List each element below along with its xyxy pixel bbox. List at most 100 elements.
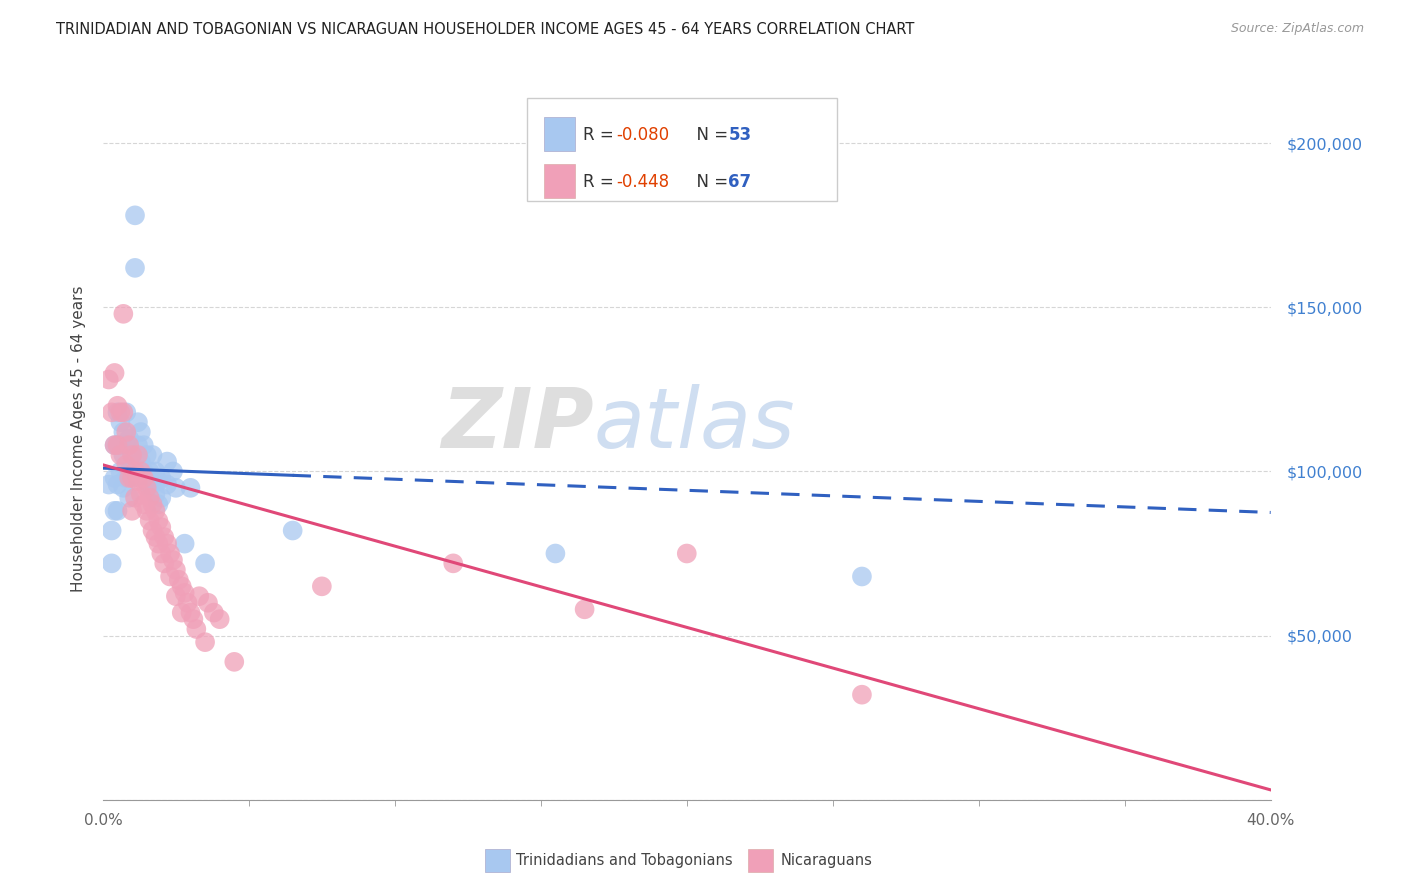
Point xyxy=(127,438,149,452)
Point xyxy=(186,622,208,636)
Text: R =: R = xyxy=(583,173,620,191)
Point xyxy=(112,425,135,439)
Point xyxy=(115,458,138,472)
Point xyxy=(156,454,179,468)
Point xyxy=(121,504,143,518)
Text: R =: R = xyxy=(583,126,620,144)
Point xyxy=(574,602,596,616)
Point xyxy=(118,465,141,479)
Point xyxy=(118,438,141,452)
Point xyxy=(138,514,160,528)
Point xyxy=(135,481,157,495)
Point xyxy=(165,563,187,577)
Point xyxy=(110,415,132,429)
Point xyxy=(194,635,217,649)
Point xyxy=(145,530,167,544)
Point xyxy=(107,504,129,518)
Point xyxy=(179,481,201,495)
Point xyxy=(145,504,167,518)
Point xyxy=(156,477,179,491)
Text: 67: 67 xyxy=(728,173,751,191)
Point xyxy=(121,471,143,485)
Point xyxy=(281,524,304,538)
Point xyxy=(103,438,125,452)
Point xyxy=(110,448,132,462)
Point xyxy=(173,536,195,550)
Point xyxy=(135,504,157,518)
Point xyxy=(176,596,198,610)
Point xyxy=(851,569,873,583)
Point xyxy=(103,438,125,452)
Point xyxy=(311,579,333,593)
Point xyxy=(197,596,219,610)
Point xyxy=(150,547,173,561)
Point xyxy=(124,260,146,275)
Point xyxy=(441,557,464,571)
Point xyxy=(97,372,120,386)
Point xyxy=(145,465,167,479)
Point xyxy=(132,438,155,452)
Point xyxy=(202,606,225,620)
Point xyxy=(112,307,135,321)
Point xyxy=(118,491,141,505)
Point xyxy=(148,514,170,528)
Point xyxy=(110,465,132,479)
Point xyxy=(112,405,135,419)
Point xyxy=(148,497,170,511)
Point xyxy=(127,448,149,462)
Point xyxy=(188,589,211,603)
Point xyxy=(100,557,122,571)
Point xyxy=(162,465,184,479)
Point xyxy=(132,497,155,511)
Point xyxy=(121,448,143,462)
Point xyxy=(162,553,184,567)
Point xyxy=(115,438,138,452)
Point xyxy=(167,573,190,587)
Text: -0.448: -0.448 xyxy=(616,173,669,191)
Text: N =: N = xyxy=(686,173,734,191)
Point xyxy=(112,448,135,462)
Point xyxy=(110,405,132,419)
Point xyxy=(138,481,160,495)
Point xyxy=(138,491,160,505)
Point xyxy=(138,465,160,479)
Point xyxy=(129,465,152,479)
Point xyxy=(170,606,193,620)
Text: -0.080: -0.080 xyxy=(616,126,669,144)
Point xyxy=(110,438,132,452)
Point xyxy=(107,438,129,452)
Point xyxy=(115,425,138,439)
Text: Source: ZipAtlas.com: Source: ZipAtlas.com xyxy=(1230,22,1364,36)
Point xyxy=(159,547,181,561)
Point xyxy=(97,477,120,491)
Text: ZIP: ZIP xyxy=(440,384,593,465)
Point xyxy=(124,208,146,222)
Point xyxy=(132,465,155,479)
Text: TRINIDADIAN AND TOBAGONIAN VS NICARAGUAN HOUSEHOLDER INCOME AGES 45 - 64 YEARS C: TRINIDADIAN AND TOBAGONIAN VS NICARAGUAN… xyxy=(56,22,915,37)
Point xyxy=(121,448,143,462)
Point xyxy=(118,471,141,485)
Text: N =: N = xyxy=(686,126,734,144)
Point xyxy=(129,425,152,439)
Point xyxy=(100,524,122,538)
Point xyxy=(208,612,231,626)
Text: Nicaraguans: Nicaraguans xyxy=(780,854,872,868)
Text: atlas: atlas xyxy=(593,384,794,465)
Point xyxy=(107,438,129,452)
Point xyxy=(148,536,170,550)
Point xyxy=(145,487,167,501)
Point xyxy=(100,405,122,419)
Point xyxy=(170,579,193,593)
Point xyxy=(141,524,163,538)
Point xyxy=(121,471,143,485)
Point xyxy=(112,481,135,495)
Point xyxy=(159,569,181,583)
Point xyxy=(115,405,138,419)
Point xyxy=(165,589,187,603)
Point xyxy=(103,504,125,518)
Point xyxy=(135,475,157,489)
Point xyxy=(127,475,149,489)
Point xyxy=(150,520,173,534)
Point xyxy=(179,606,201,620)
Point xyxy=(148,475,170,489)
